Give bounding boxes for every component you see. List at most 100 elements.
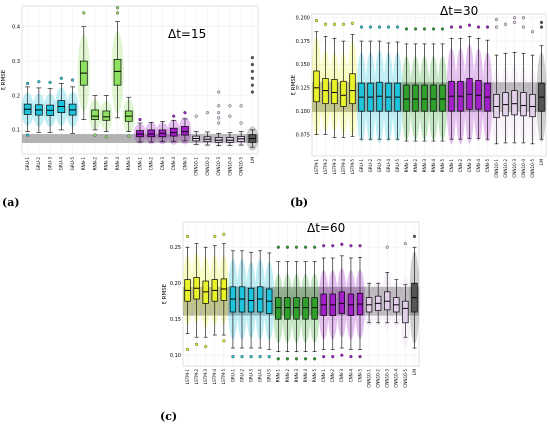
outlier-point — [494, 25, 499, 29]
x-tick-label: CNN-1 — [137, 157, 142, 171]
box-CNN-1 — [133, 117, 147, 144]
box-GRU-4 — [255, 250, 266, 359]
x-tick-label: LM — [250, 157, 255, 163]
outlier-point — [285, 245, 289, 249]
x-tick-label: LSTM-3 — [203, 369, 208, 385]
box-body — [439, 84, 446, 112]
outlier-point — [267, 355, 271, 359]
box-body — [338, 291, 346, 314]
y-tick-label: 0.15 — [170, 317, 181, 323]
box-LSTM-1 — [182, 234, 193, 352]
box-RNN-3 — [100, 95, 113, 139]
outlier-point — [239, 104, 243, 108]
box-GRU-4 — [383, 25, 394, 142]
box-body — [302, 297, 309, 320]
x-tick-label: RNN-5 — [440, 159, 445, 173]
x-tick-label: RNN-2 — [413, 159, 418, 173]
x-tick-label: RNN-3 — [104, 157, 109, 171]
x-tick-label: CNN-2 — [149, 157, 154, 171]
outlier-point — [377, 25, 382, 29]
outlier-point — [413, 27, 418, 31]
panel-label-c: (c) — [160, 410, 178, 423]
x-tick-label: CNN-3 — [467, 159, 472, 173]
x-tick-label: CNN-5 — [182, 157, 187, 171]
x-tick-label: CNN10-1 — [194, 157, 199, 176]
x-tick-label: CNN10-2 — [376, 369, 381, 388]
outlier-point — [285, 357, 289, 361]
box-body — [430, 84, 437, 112]
box-body — [311, 297, 318, 320]
box-body — [511, 90, 518, 116]
x-tick-label: CNN-5 — [485, 159, 490, 173]
box-body — [421, 84, 428, 112]
x-tick-label: GRU-3 — [47, 157, 52, 171]
box-body — [284, 297, 291, 320]
chart-panel-c: 0.10 0.15 0.20 0.25 LSTM-1 LSTM-2 LSTM-3 LSTM-4… — [155, 212, 425, 412]
outlier-point — [322, 244, 326, 248]
x-tick-label: GRU-1 — [25, 157, 30, 171]
outlier-point — [185, 347, 190, 352]
box-body — [147, 129, 156, 138]
outlier-point — [440, 27, 445, 31]
box-RNN-5 — [309, 245, 320, 361]
outlier-point — [358, 355, 362, 359]
box-CNN10-2 — [201, 111, 214, 147]
outlier-point — [341, 22, 346, 26]
outlier-point — [250, 62, 254, 67]
box-RNN-2 — [282, 245, 293, 361]
outlier-point — [276, 245, 280, 249]
outlier-point — [93, 133, 97, 137]
box-CNN10-2 — [500, 22, 511, 144]
outlier-point — [458, 25, 463, 29]
x-tick-label: GRU-5 — [70, 157, 75, 171]
outlier-point — [59, 76, 63, 80]
box-RNN-1 — [401, 27, 412, 142]
box-body — [293, 297, 300, 320]
x-tick-label: RNN-1 — [81, 157, 86, 171]
x-tick-label: CNN-2 — [458, 159, 463, 173]
box-body — [402, 300, 409, 324]
box-body — [220, 278, 228, 301]
box-body — [340, 80, 347, 107]
x-tick-label: RNN-4 — [431, 159, 436, 173]
box-body — [181, 126, 189, 136]
outlier-point — [228, 104, 232, 108]
x-tick-label: RNN-4 — [303, 369, 308, 383]
box-CNN10-1 — [190, 114, 203, 147]
outlier-point — [322, 355, 326, 359]
y-tick-label: 0.200 — [296, 16, 310, 22]
outlier-point — [485, 25, 490, 29]
box-GRU-1 — [21, 81, 34, 137]
chart-panel-a: 0.1 0.2 0.3 0.4 GRU-1 GRU-2 GRU-3 GRU-4 GRU-5 RNN… — [0, 0, 272, 188]
x-tick-label: LM — [412, 369, 417, 375]
box-LSTM-4 — [338, 22, 349, 138]
box-GRU-5 — [392, 25, 403, 142]
outlier-point — [104, 135, 108, 139]
outlier-point — [172, 114, 176, 118]
x-tick-label: LSTM-5 — [221, 369, 226, 385]
outlier-point — [213, 234, 217, 238]
outlier-point — [331, 355, 335, 359]
outlier-point — [240, 355, 244, 359]
box-body — [169, 127, 178, 137]
outlier-point — [217, 116, 221, 120]
outlier-point — [204, 344, 208, 349]
x-tick-label: CNN-4 — [476, 159, 481, 173]
outlier-point — [314, 18, 319, 23]
box-CNN-2 — [455, 25, 466, 145]
outlier-point — [331, 244, 335, 248]
outlier-point — [503, 22, 508, 26]
outlier-point — [239, 121, 243, 125]
box-GRU-4 — [55, 76, 68, 131]
outlier-point — [385, 245, 389, 249]
outlier-point — [250, 56, 254, 60]
y-tick-label: 0.1 — [12, 128, 20, 134]
outlier-point — [48, 80, 52, 85]
outlier-point — [403, 242, 407, 246]
outlier-point — [249, 355, 253, 359]
box-RNN-1 — [77, 11, 90, 120]
x-tick-label: RNN-2 — [285, 369, 290, 383]
outlier-point — [476, 25, 481, 29]
outlier-point — [349, 355, 353, 359]
box-LM — [246, 56, 259, 151]
